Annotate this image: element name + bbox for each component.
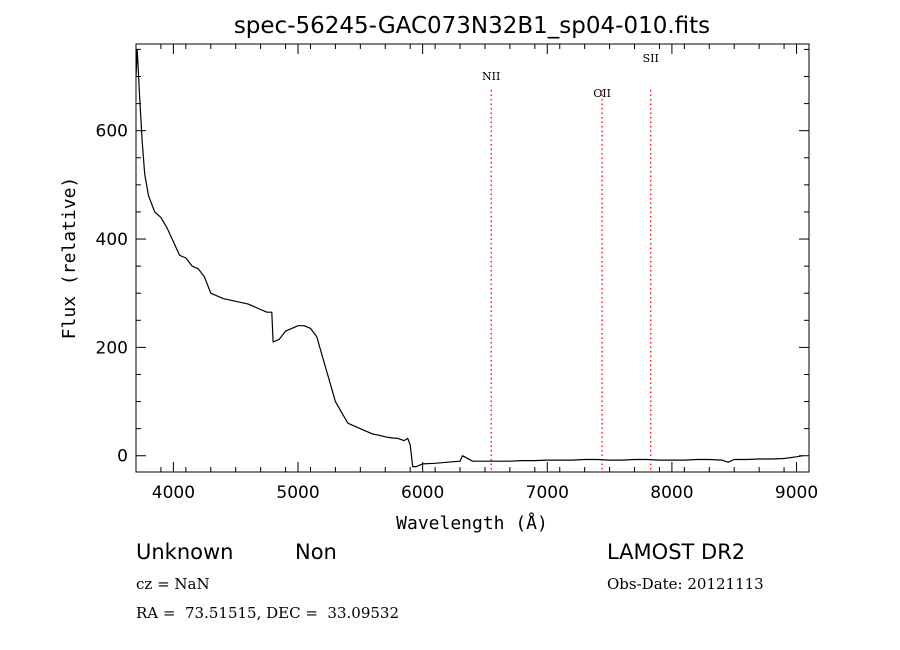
spectral-subclass: Non [295, 540, 337, 564]
emission-line-label: NII [482, 70, 500, 83]
plot-frame [135, 43, 810, 473]
coordinates: RA = 73.51515, DEC = 33.09532 [136, 604, 400, 622]
emission-lines: NII OII SII [482, 52, 659, 472]
y-axis-title: Flux (relative) [59, 177, 80, 340]
x-tick-label: 5000 [276, 483, 319, 503]
observation-date: Obs-Date: 20121113 [607, 575, 764, 593]
x-tick-label: 7000 [526, 483, 569, 503]
y-tick-label: 0 [117, 447, 128, 467]
x-tick-label: 8000 [650, 483, 693, 503]
y-tick-label: 600 [96, 122, 128, 142]
y-tick-label: 400 [96, 230, 128, 250]
x-tick-label: 4000 [152, 483, 195, 503]
chart-title: spec-56245-GAC073N32B1_sp04-010.fits [234, 13, 710, 39]
x-tick-label: 6000 [401, 483, 444, 503]
x-axis-title: Wavelength (Å) [396, 512, 548, 534]
redshift-cz: cz = NaN [136, 575, 210, 593]
emission-line-label: OII [593, 87, 611, 100]
x-tick-label: 9000 [775, 483, 818, 503]
y-tick-label: 200 [96, 338, 128, 358]
emission-line-label: SII [643, 52, 659, 65]
survey-name: LAMOST DR2 [607, 540, 746, 564]
axis-ticks: 4000 5000 6000 7000 8000 9000 0 200 400 600 [96, 44, 818, 503]
spectrum-line [135, 48, 803, 468]
spectral-class: Unknown [136, 540, 234, 564]
